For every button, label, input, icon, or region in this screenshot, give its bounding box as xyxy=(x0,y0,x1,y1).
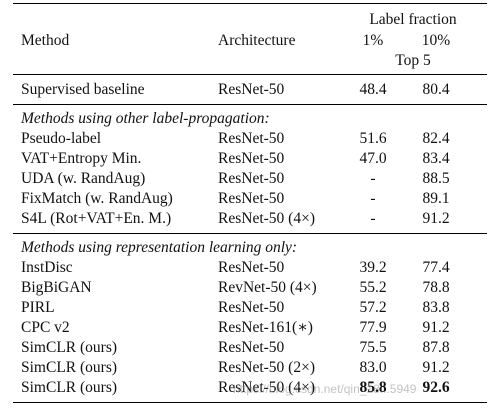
table-row-method: S4L (Rot+VAT+En. M.) xyxy=(21,210,172,227)
table-row-architecture: ResNet-50 xyxy=(218,339,285,356)
table-row-1pct: 51.6 xyxy=(359,130,387,147)
table-row-method: InstDisc xyxy=(21,259,73,276)
table-row-1pct: 55.2 xyxy=(359,279,387,296)
table-row-1pct: 47.0 xyxy=(359,150,387,167)
table-row-1pct: - xyxy=(370,190,376,207)
table-row-10pct: 91.2 xyxy=(422,359,450,376)
table-row-1pct-best: 85.8 xyxy=(359,379,387,396)
table-row-10pct: 83.4 xyxy=(422,150,450,167)
table-row-10pct: 87.8 xyxy=(422,339,450,356)
header-1pct: 1% xyxy=(362,32,384,49)
table-row-10pct-best: 92.6 xyxy=(422,379,450,396)
table-row-architecture: ResNet-50 (4×) xyxy=(218,379,315,396)
header-10pct: 10% xyxy=(421,32,451,49)
watermark-text: https://blog.csdn.net/qin_18...5949 xyxy=(233,382,417,396)
table-row-architecture: ResNet-50 xyxy=(218,299,285,316)
table-row-method: PIRL xyxy=(21,299,55,316)
baseline-10pct: 80.4 xyxy=(422,81,450,98)
table-row-method: SimCLR (ours) xyxy=(21,379,118,396)
section-rule-1 xyxy=(13,104,487,105)
results-table: Label fraction Method Architecture 1% 10… xyxy=(13,0,487,409)
table-row-method: CPC v2 xyxy=(21,319,70,336)
table-row-1pct: - xyxy=(370,210,376,227)
table-row-method: UDA (w. RandAug) xyxy=(21,170,146,187)
table-row-method: FixMatch (w. RandAug) xyxy=(21,190,173,207)
table-row-architecture: ResNet-50 xyxy=(218,130,285,147)
table-row-1pct: 75.5 xyxy=(359,339,387,356)
table-row-architecture: ResNet-50 xyxy=(218,150,285,167)
table-row-10pct: 91.2 xyxy=(422,319,450,336)
table-row-10pct: 88.5 xyxy=(422,170,450,187)
table-row-10pct: 82.4 xyxy=(422,130,450,147)
top-rule xyxy=(13,3,487,5)
table-row-method: BigBiGAN xyxy=(21,279,92,296)
table-row-method: VAT+Entropy Min. xyxy=(21,150,142,167)
baseline-architecture: ResNet-50 xyxy=(218,81,285,98)
table-row-1pct: - xyxy=(370,170,376,187)
section-title-label-propagation: Methods using other label-propagation: xyxy=(21,110,270,127)
table-row-1pct: 57.2 xyxy=(359,299,387,316)
section-rule-2 xyxy=(13,233,487,234)
table-row-architecture: RevNet-50 (4×) xyxy=(218,279,317,296)
table-row-1pct: 83.0 xyxy=(359,359,387,376)
table-row-architecture: ResNet-50 (4×) xyxy=(218,210,315,227)
header-top5: Top 5 xyxy=(395,52,431,69)
table-row-method: SimCLR (ours) xyxy=(21,359,118,376)
baseline-method: Supervised baseline xyxy=(21,81,145,98)
table-row-10pct: 83.8 xyxy=(422,299,450,316)
header-label-fraction: Label fraction xyxy=(369,11,457,28)
baseline-1pct: 48.4 xyxy=(359,81,387,98)
table-row-10pct: 89.1 xyxy=(422,190,450,207)
table-row-architecture: ResNet-50 (2×) xyxy=(218,359,315,376)
header-architecture: Architecture xyxy=(218,32,296,49)
bottom-rule xyxy=(13,402,487,404)
table-row-1pct: 77.9 xyxy=(359,319,387,336)
header-rule xyxy=(13,74,487,75)
table-row-method: SimCLR (ours) xyxy=(21,339,118,356)
header-method: Method xyxy=(21,32,70,49)
section-title-representation-learning: Methods using representation learning on… xyxy=(21,239,298,256)
table-row-10pct: 91.2 xyxy=(422,210,450,227)
table-row-method: Pseudo-label xyxy=(21,130,102,147)
table-row-architecture: ResNet-50 xyxy=(218,259,285,276)
table-row-1pct: 39.2 xyxy=(359,259,387,276)
table-row-10pct: 77.4 xyxy=(422,259,450,276)
table-row-architecture: ResNet-50 xyxy=(218,170,285,187)
table-row-10pct: 78.8 xyxy=(422,279,450,296)
table-row-architecture: ResNet-161(∗) xyxy=(218,319,313,336)
table-row-architecture: ResNet-50 xyxy=(218,190,285,207)
